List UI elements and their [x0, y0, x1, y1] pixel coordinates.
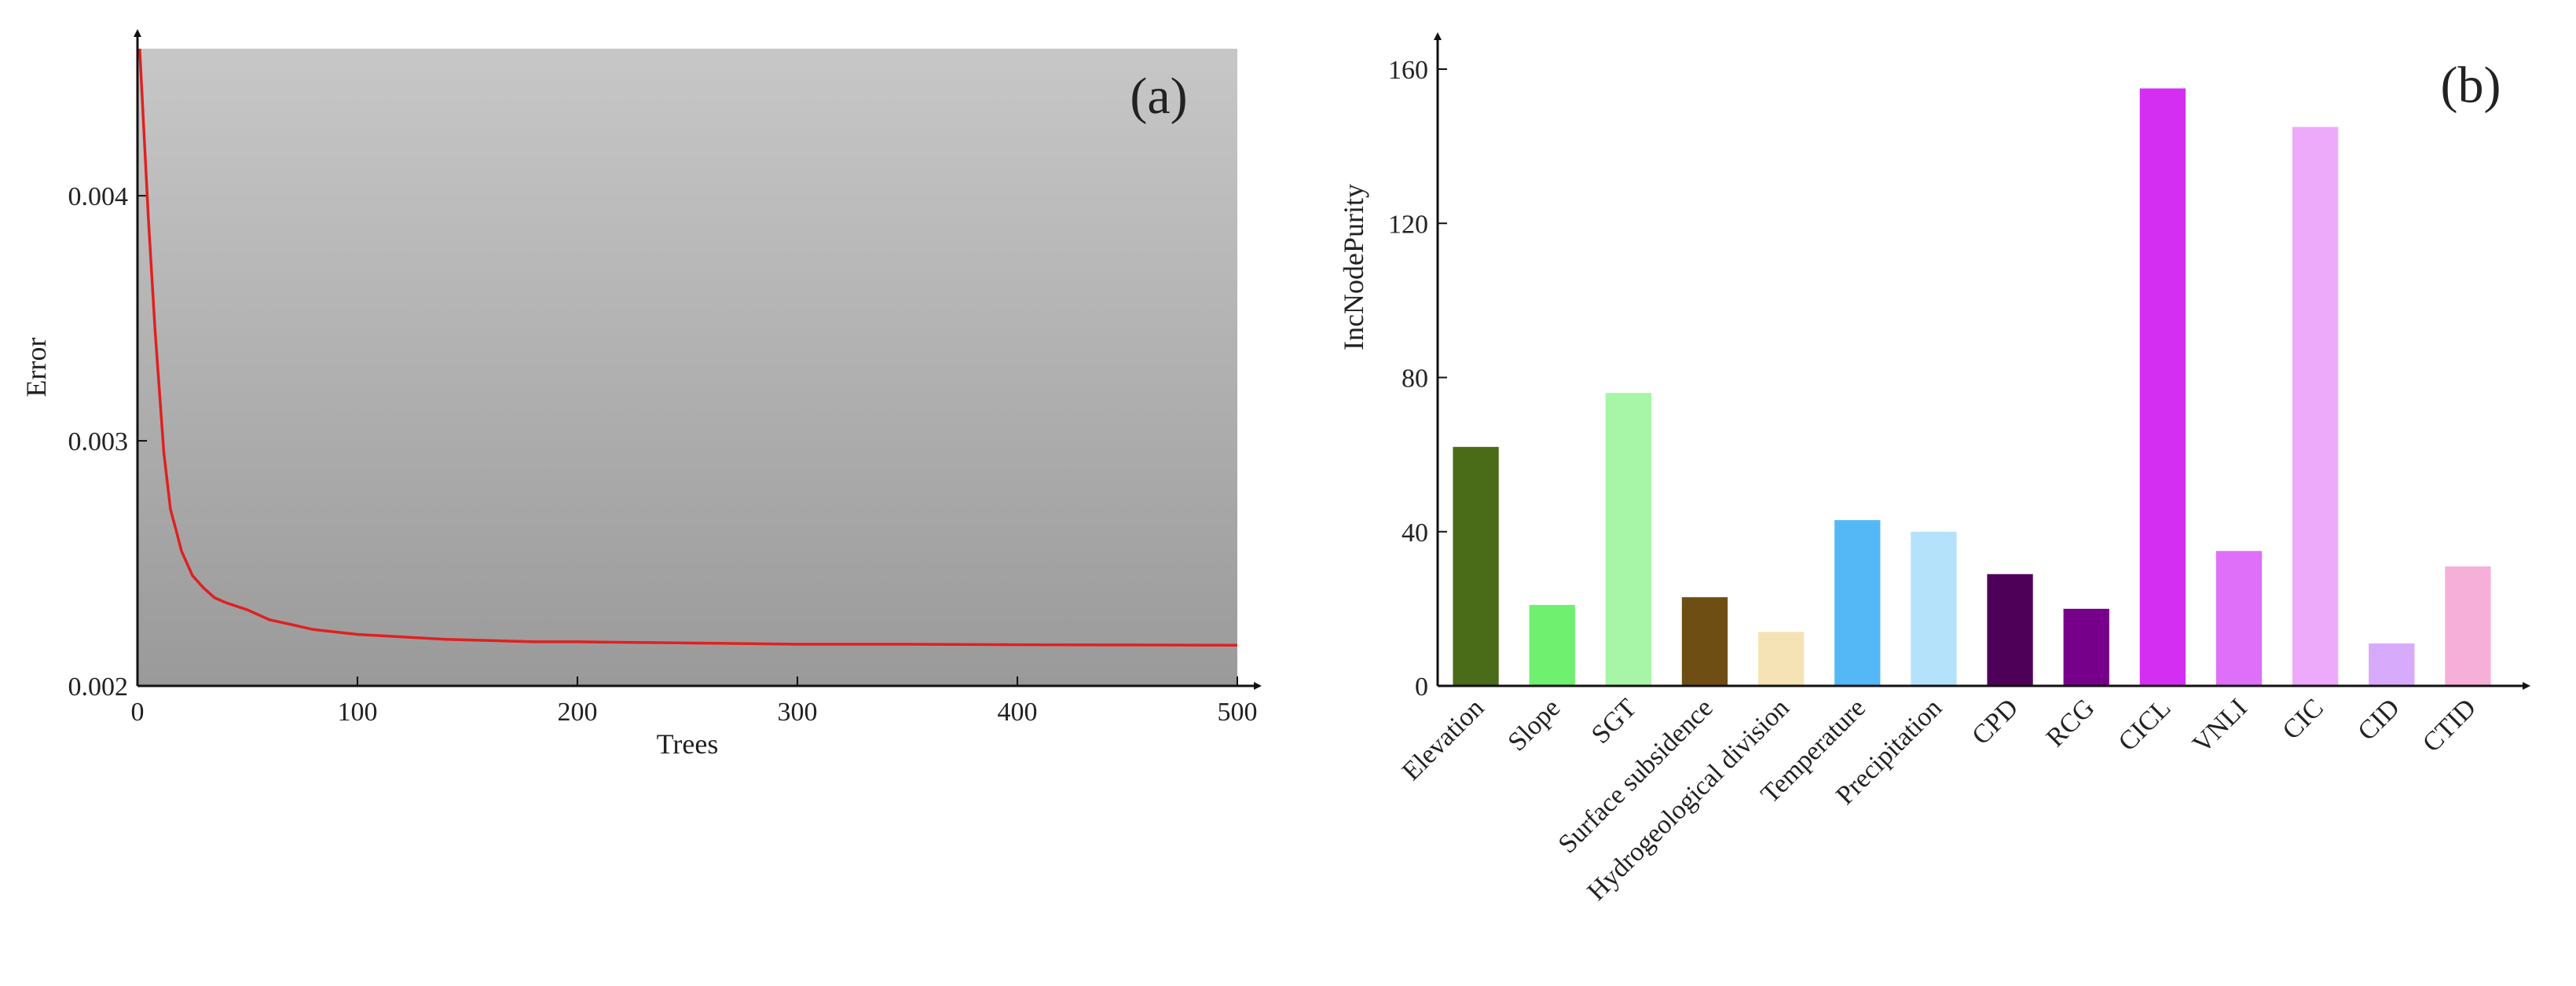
category-label: CIC [2277, 693, 2329, 745]
bar [2292, 126, 2339, 686]
x-tick-label: 500 [1218, 698, 1258, 727]
bar [1529, 604, 1575, 686]
category-label: Elevation [1397, 693, 1490, 786]
category-label: CPD [1966, 693, 2024, 750]
bar [1453, 446, 1499, 686]
bar [2139, 88, 2186, 686]
y-tick-label: 0 [1415, 673, 1428, 702]
x-axis-title: Trees [657, 728, 719, 760]
panel-label-b: (b) [2441, 57, 2501, 114]
y-tick-label: 160 [1388, 56, 1428, 85]
category-label: CICL [2113, 693, 2177, 757]
x-tick-label: 300 [778, 698, 818, 727]
bar [1681, 597, 1728, 686]
y-tick-label: 0.002 [68, 673, 129, 702]
bar [2369, 643, 2415, 686]
y-tick-label: 120 [1388, 210, 1428, 239]
category-label: CTID [2417, 693, 2482, 757]
bar [2445, 566, 2491, 686]
bar-layer [1453, 88, 2491, 686]
y-axis-title: IncNodePurity [1338, 184, 1369, 350]
category-label: CID [2352, 693, 2406, 746]
bar [2215, 551, 2263, 686]
y-tick-label: 0.004 [68, 182, 129, 211]
y-tick-label: 0.003 [68, 427, 129, 456]
y-tick-label: 80 [1402, 365, 1428, 394]
x-tick-label: 400 [998, 698, 1038, 727]
bar [1987, 574, 2033, 686]
x-tick-label: 200 [558, 698, 598, 727]
bar [2063, 608, 2109, 686]
plot-background [137, 49, 1237, 686]
tick-layer: 0 40 80 120 160 [1388, 56, 1447, 702]
bar [1911, 531, 1957, 686]
category-label: Slope [1502, 693, 1566, 757]
x-tick-label: 100 [338, 698, 378, 727]
error-line [138, 48, 1238, 647]
category-label: SGT [1586, 693, 1643, 750]
y-axis-title: Error [20, 338, 52, 398]
bar [1758, 632, 1805, 686]
category-label: VNLI [2187, 693, 2253, 759]
bar [1834, 520, 1881, 686]
panel-a-line-chart: 0 100 200 300 400 500 0.002 0.003 0.004 Trees Er… [20, 29, 1262, 760]
x-tick-label: 0 [131, 698, 145, 727]
panel-label-a: (a) [1130, 68, 1187, 125]
y-tick-label: 40 [1402, 519, 1428, 548]
category-label: RCG [2041, 693, 2101, 753]
bar [1605, 393, 1651, 686]
